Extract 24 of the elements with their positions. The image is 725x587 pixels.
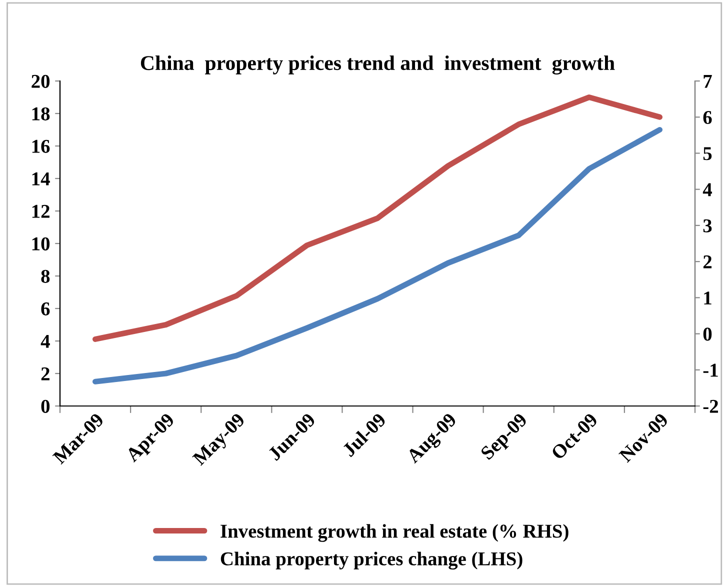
y-tick-label: 8 [41,270,50,283]
y-tick-label: 2 [41,367,50,380]
y2-tick-label: 0 [703,328,712,341]
y-tick-label: 10 [32,237,50,250]
y-tick-label: 12 [32,204,50,218]
y-tick-label: 14 [32,172,50,186]
y2-tick-label: 3 [703,219,712,232]
y2-tick-label: 4 [702,183,712,196]
y-tick-label: 18 [32,107,50,120]
chart-title: China property prices trend and investment growth [140,55,615,74]
y-tick-label: 4 [40,334,50,348]
y2-tick-label: 1 [704,292,712,304]
y2-tick-label: 5 [703,147,712,160]
y2-tick-label: 2 [703,255,712,268]
y2-tick-label: -2 [703,400,718,413]
legend-label: Investment growth in real estate (% RHS) [220,524,568,542]
y-tick-label: 16 [32,140,50,153]
y-tick-label: 6 [41,302,50,316]
y-tick-label: 20 [32,74,50,88]
y2-tick-label: -1 [703,364,718,377]
legend-label: China property prices change (LHS) [220,552,522,570]
y2-tick-label: 7 [704,75,712,88]
y-tick-label: 0 [41,400,50,413]
y2-tick-label: 6 [703,110,712,124]
